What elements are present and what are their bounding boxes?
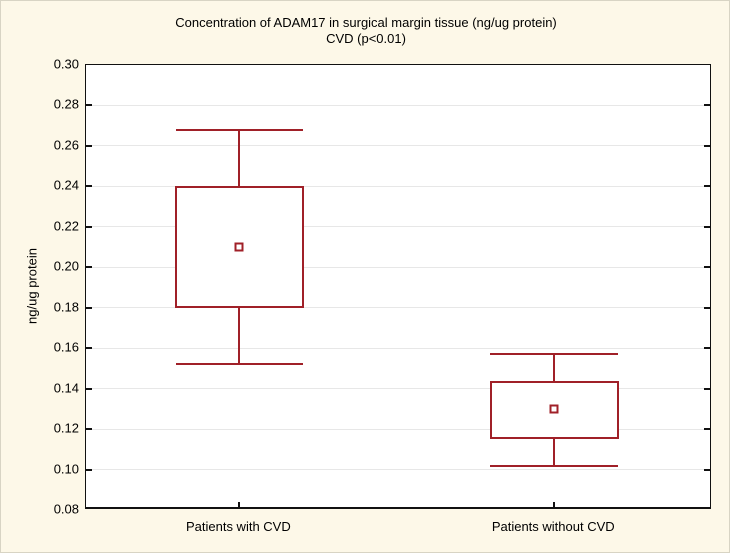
y-tick-left — [86, 468, 92, 471]
gridline — [86, 347, 710, 349]
chart-title-block: Concentration of ADAM17 in surgical marg… — [1, 15, 729, 47]
y-tick-label: 0.18 — [53, 299, 79, 315]
y-tick-left — [86, 387, 92, 390]
gridline — [86, 104, 710, 106]
gridline — [86, 185, 710, 187]
whisker-upper-stem — [238, 129, 241, 187]
whisker-upper-stem — [553, 354, 556, 381]
y-tick-right — [704, 306, 710, 309]
y-tick-label: 0.24 — [53, 177, 79, 193]
whisker-upper-cap — [175, 128, 304, 131]
y-tick-left — [86, 428, 92, 431]
plot-area — [85, 64, 711, 509]
y-tick-left — [86, 225, 92, 228]
y-tick-label: 0.16 — [53, 339, 79, 355]
y-tick-right — [704, 185, 710, 188]
y-tick-right — [704, 225, 710, 228]
gridline — [86, 428, 710, 430]
whisker-lower-cap — [490, 464, 619, 467]
x-tick — [238, 502, 241, 507]
gridline — [86, 266, 710, 268]
y-tick-left — [86, 347, 92, 350]
mean-marker — [234, 242, 244, 252]
gridline — [86, 307, 710, 309]
gridline — [86, 226, 710, 228]
y-tick-label: 0.10 — [53, 461, 79, 477]
y-tick-right — [704, 347, 710, 350]
y-tick-label: 0.22 — [53, 218, 79, 234]
y-tick-label: 0.28 — [53, 96, 79, 112]
chart-title: Concentration of ADAM17 in surgical marg… — [175, 15, 557, 30]
y-tick-right — [704, 266, 710, 269]
y-tick-left — [86, 266, 92, 269]
whisker-lower-cap — [175, 363, 304, 366]
y-tick-right — [704, 387, 710, 390]
y-tick-left — [86, 144, 92, 147]
gridline — [86, 469, 710, 471]
y-tick-right — [704, 428, 710, 431]
x-tick-label: Patients with CVD — [185, 519, 291, 534]
y-tick-label: 0.20 — [53, 258, 79, 274]
mean-marker — [549, 404, 559, 414]
whisker-lower-stem — [238, 307, 241, 365]
y-tick-label: 0.14 — [53, 380, 79, 396]
y-tick-left — [86, 185, 92, 188]
gridline — [86, 388, 710, 390]
whisker-lower-stem — [553, 439, 556, 466]
gridline — [86, 145, 710, 147]
y-tick-left — [86, 104, 92, 107]
y-tick-label: 0.30 — [53, 56, 79, 72]
y-tick-right — [704, 104, 710, 107]
y-tick-right — [704, 144, 710, 147]
y-tick-label: 0.08 — [53, 501, 79, 517]
y-tick-right — [704, 468, 710, 471]
x-tick-label: Patients without CVD — [491, 519, 615, 534]
x-tick — [553, 502, 556, 507]
whisker-upper-cap — [490, 353, 619, 356]
chart-subtitle: CVD (p<0.01) — [326, 31, 406, 46]
y-tick-left — [86, 306, 92, 309]
y-tick-label: 0.26 — [53, 137, 79, 153]
y-tick-label: 0.12 — [53, 420, 79, 436]
